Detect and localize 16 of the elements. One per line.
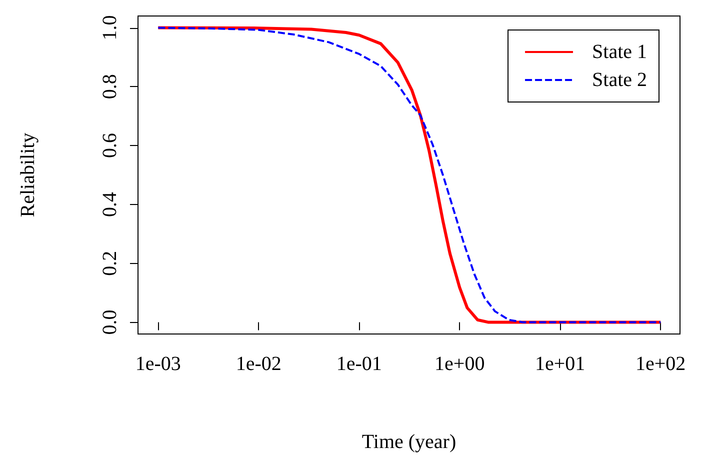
y-tick-label: 0.6 <box>99 133 121 158</box>
y-axis-title: Reliability <box>17 132 39 218</box>
y-tick-label: 1.0 <box>99 15 121 40</box>
x-tick-label: 1e+01 <box>535 353 586 375</box>
x-tick-label: 1e-01 <box>336 353 382 375</box>
x-tick-label: 1e+02 <box>636 353 686 375</box>
y-tick-label: 0.8 <box>99 74 121 100</box>
y-tick-label: 0.2 <box>99 250 121 276</box>
x-tick-label: 1e+00 <box>434 353 485 375</box>
x-axis-title: Time (year) <box>362 431 456 453</box>
legend-label: State 2 <box>592 69 648 91</box>
x-tick-label: 1e-02 <box>236 353 282 375</box>
y-tick-label: 0.0 <box>99 310 121 335</box>
y-tick-label: 0.4 <box>99 192 121 217</box>
legend-label: State 1 <box>592 41 648 63</box>
x-tick-label: 1e-03 <box>135 353 181 375</box>
